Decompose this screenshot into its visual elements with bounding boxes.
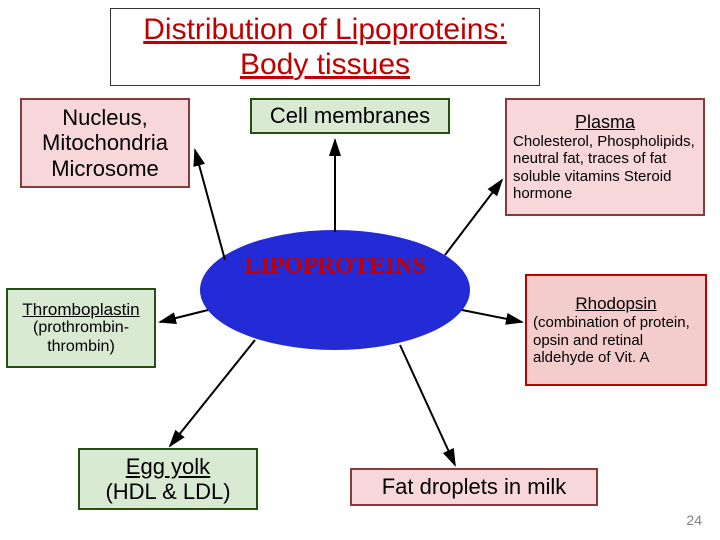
arrow-plasma bbox=[445, 180, 502, 255]
egg-yolk-line-1: Egg yolk bbox=[126, 454, 210, 479]
arrow-nucleus bbox=[195, 150, 225, 260]
thromboplastin-title: Thromboplastin bbox=[22, 300, 139, 320]
title-box: Distribution of Lipoproteins: Body tissu… bbox=[110, 8, 540, 86]
arrow-rhodopsin bbox=[462, 310, 522, 322]
node-plasma: Plasma Cholesterol, Phospholipids, neutr… bbox=[505, 98, 705, 216]
title-line-2: Body tissues bbox=[119, 48, 531, 83]
center-ellipse: LIPOPROTEINS bbox=[200, 230, 470, 350]
nucleus-line-3: Microsome bbox=[51, 156, 159, 181]
plasma-body: Cholesterol, Phospholipids, neutral fat,… bbox=[513, 133, 697, 202]
node-cell-membranes: Cell membranes bbox=[250, 98, 450, 134]
arrow-fat-droplets bbox=[400, 345, 455, 465]
rhodopsin-title: Rhodopsin bbox=[575, 294, 656, 313]
slide-number: 24 bbox=[686, 512, 702, 528]
arrow-egg-yolk bbox=[170, 340, 255, 446]
nucleus-line-1: Nucleus, bbox=[62, 105, 148, 130]
node-fat-droplets: Fat droplets in milk bbox=[350, 468, 598, 506]
nucleus-line-2: Mitochondria bbox=[42, 130, 168, 155]
center-label: LIPOPROTEINS bbox=[244, 253, 425, 280]
node-thromboplastin: Thromboplastin (prothrombin-thrombin) bbox=[6, 288, 156, 368]
fat-droplets-label: Fat droplets in milk bbox=[382, 474, 567, 499]
node-nucleus: Nucleus, Mitochondria Microsome bbox=[20, 98, 190, 188]
arrow-thromboplastin bbox=[160, 310, 208, 322]
title-line-1: Distribution of Lipoproteins: bbox=[119, 13, 531, 48]
node-egg-yolk: Egg yolk (HDL & LDL) bbox=[78, 448, 258, 510]
cell-membranes-label: Cell membranes bbox=[270, 103, 430, 128]
thromboplastin-body: (prothrombin-thrombin) bbox=[14, 319, 148, 356]
rhodopsin-body: (combination of protein, opsin and retin… bbox=[533, 314, 699, 366]
node-rhodopsin: Rhodopsin (combination of protein, opsin… bbox=[525, 274, 707, 386]
plasma-title: Plasma bbox=[575, 112, 635, 132]
egg-yolk-line-2: (HDL & LDL) bbox=[105, 479, 230, 504]
